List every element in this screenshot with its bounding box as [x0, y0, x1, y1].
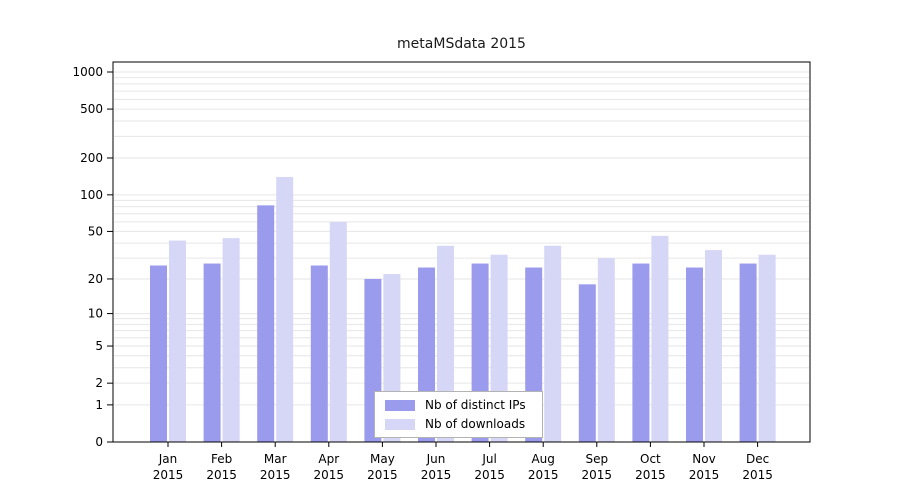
bar-feb-series-1 — [222, 238, 240, 442]
x-tick-label-year: 2015 — [528, 468, 559, 482]
x-tick-label-month: Aug — [531, 452, 554, 466]
x-tick-label-year: 2015 — [153, 468, 184, 482]
y-tick-label: 0 — [95, 435, 103, 449]
x-tick-label-year: 2015 — [260, 468, 291, 482]
y-tick-label: 1000 — [72, 65, 103, 79]
x-tick-label-month: Nov — [692, 452, 715, 466]
y-tick-label: 5 — [95, 339, 103, 353]
bar-dec-series-1 — [758, 254, 776, 442]
x-tick-label-year: 2015 — [582, 468, 613, 482]
legend-label-distinct-ips: Nb of distinct IPs — [425, 398, 526, 412]
bar-apr-series-0 — [310, 265, 328, 442]
bar-feb-series-0 — [203, 263, 221, 442]
bar-nov-series-0 — [686, 267, 703, 442]
x-tick-label-month: Apr — [318, 452, 339, 466]
y-tick-label: 500 — [80, 102, 103, 116]
x-tick-label-month: Feb — [211, 452, 232, 466]
x-tick-label-month: Sep — [585, 452, 608, 466]
x-tick-label-month: Jan — [158, 452, 178, 466]
y-tick-label: 2 — [95, 376, 103, 390]
legend-swatch-downloads — [385, 418, 415, 430]
x-tick-label-month: May — [370, 452, 395, 466]
bar-sep-series-0 — [578, 284, 596, 442]
legend-swatch-distinct-ips — [385, 399, 415, 411]
x-tick-label-month: Dec — [746, 452, 769, 466]
x-tick-label-year: 2015 — [742, 468, 773, 482]
chart-legend: Nb of distinct IPs Nb of downloads — [374, 391, 543, 438]
x-tick-label-month: Jul — [481, 452, 496, 466]
legend-item-distinct-ips: Nb of distinct IPs — [385, 398, 526, 412]
bar-sep-series-1 — [597, 258, 615, 442]
bar-aug-series-1 — [544, 245, 562, 442]
y-tick-label: 100 — [80, 188, 103, 202]
x-tick-label-year: 2015 — [421, 468, 452, 482]
bar-dec-series-0 — [739, 263, 757, 442]
y-tick-label: 20 — [88, 272, 103, 286]
x-tick-label-year: 2015 — [367, 468, 398, 482]
x-tick-label-year: 2015 — [689, 468, 720, 482]
y-tick-label: 50 — [88, 224, 103, 238]
bar-mar-series-1 — [276, 176, 294, 442]
bar-jan-series-0 — [150, 265, 167, 442]
x-tick-label-year: 2015 — [635, 468, 666, 482]
bar-oct-series-1 — [651, 235, 669, 442]
y-tick-label: 1 — [95, 398, 103, 412]
y-tick-label: 200 — [80, 151, 103, 165]
x-tick-label-month: Oct — [640, 452, 661, 466]
bar-apr-series-1 — [329, 221, 347, 442]
bar-jan-series-1 — [169, 240, 186, 442]
bar-mar-series-0 — [257, 205, 275, 442]
x-tick-label-month: Jun — [426, 452, 446, 466]
x-tick-label-month: Mar — [264, 452, 287, 466]
legend-item-downloads: Nb of downloads — [385, 417, 526, 431]
x-tick-label-year: 2015 — [314, 468, 345, 482]
x-tick-label-year: 2015 — [206, 468, 237, 482]
plot-frame — [112, 61, 811, 443]
bar-oct-series-0 — [632, 263, 650, 442]
chart-title: metaMSdata 2015 — [397, 36, 526, 52]
x-tick-label-year: 2015 — [474, 468, 505, 482]
y-tick-label: 10 — [88, 307, 103, 321]
legend-label-downloads: Nb of downloads — [425, 417, 526, 431]
bar-nov-series-1 — [705, 250, 722, 442]
